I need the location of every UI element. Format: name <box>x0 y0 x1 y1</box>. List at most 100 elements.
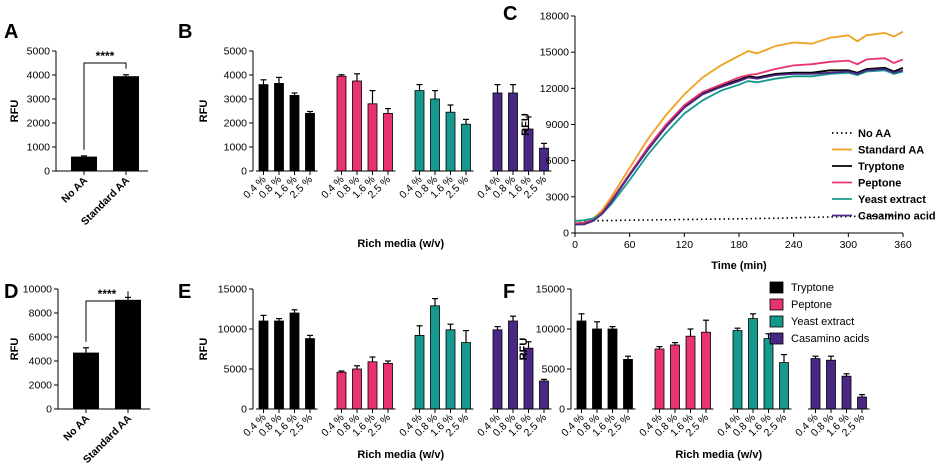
bar-b-peptone <box>367 103 378 172</box>
y-axis-label-c: RFU <box>520 113 532 136</box>
legend-label-yeast-extract: Yeast extract <box>791 316 854 328</box>
bar-b-yeast-extract <box>461 123 471 172</box>
x-tick-label-c: 360 <box>894 239 912 251</box>
legend-label-tryptone: Tryptone <box>858 161 904 173</box>
x-tick-label-c: 0 <box>572 239 578 251</box>
bar-b-casamino-acids <box>492 92 503 172</box>
bar-f-casamino-acids <box>857 396 867 410</box>
panel-letter-a: A <box>4 21 18 43</box>
y-tick-label-c: 18000 <box>540 11 569 23</box>
y-tick-label-c: 3000 <box>546 191 570 203</box>
bar-f-casamino-acids <box>841 375 852 410</box>
panel-letter-f: F <box>503 281 515 303</box>
panel-letter-b: B <box>178 21 192 43</box>
panel-letter-c: C <box>503 3 517 25</box>
legend-swatch-peptone <box>769 298 784 311</box>
legend-label-no-aa: No AA <box>858 128 891 140</box>
bar-b-peptone <box>383 113 393 172</box>
legend-swatch-tryptone <box>769 281 784 294</box>
bar-e-casamino-acids <box>539 380 549 410</box>
series-line-no-aa <box>575 214 904 222</box>
y-tick-label-d: 0 <box>46 404 52 416</box>
y-tick-label-a: 1000 <box>27 142 51 154</box>
bar-b-tryptone <box>274 83 284 172</box>
x-tick-label-c: 60 <box>624 239 636 251</box>
bar-f-tryptone <box>592 328 602 410</box>
y-tick-label-e: 5000 <box>224 364 248 376</box>
legend-label-yeast-extract: Yeast extract <box>858 194 926 206</box>
x-tick-label-c: 120 <box>676 239 694 251</box>
bar-e-peptone <box>336 371 347 410</box>
y-tick-label-a: 3000 <box>27 94 51 106</box>
y-tick-label-e: 15000 <box>218 284 247 296</box>
bar-e-casamino-acids <box>508 320 518 410</box>
bar-b-casamino-acids <box>508 92 518 172</box>
y-tick-label-d: 6000 <box>29 332 53 344</box>
y-tick-label-c: 0 <box>563 228 569 240</box>
y-tick-label-c: 6000 <box>546 155 570 167</box>
bar-b-tryptone <box>305 113 315 172</box>
y-tick-label-f: 0 <box>559 404 565 416</box>
significance-stars-a: **** <box>96 49 115 63</box>
bar-f-yeast-extract <box>732 330 743 410</box>
bar-b-peptone <box>336 75 347 172</box>
legend-swatch-casamino-acids <box>769 332 784 345</box>
y-tick-label-a: 4000 <box>27 70 51 82</box>
y-tick-label-b: 0 <box>241 166 247 178</box>
bar-a-0 <box>71 156 97 171</box>
significance-bracket-a <box>83 62 127 150</box>
y-tick-label-e: 10000 <box>218 324 247 336</box>
legend-label-peptone: Peptone <box>791 299 832 311</box>
bar-e-peptone <box>383 362 393 410</box>
x-tick-label-d: No AA <box>61 412 92 443</box>
y-axis-label-a: RFU <box>9 100 21 123</box>
bar-e-yeast-extract <box>414 334 425 410</box>
legend-label-standard-aa: Standard AA <box>858 145 924 157</box>
y-tick-label-a: 2000 <box>27 118 51 130</box>
legend-label-peptone: Peptone <box>858 178 901 190</box>
x-axis-label-e: Rich media (w/v) <box>357 449 444 461</box>
bar-f-casamino-acids <box>810 358 821 410</box>
bar-e-yeast-extract <box>461 342 471 410</box>
y-tick-label-f: 5000 <box>542 364 566 376</box>
y-axis-label-b: RFU <box>198 100 210 123</box>
significance-bracket-d <box>85 291 129 342</box>
series-line-casamino-acids <box>574 68 904 226</box>
x-axis-label-b: Rich media (w/v) <box>357 238 444 250</box>
bar-f-yeast-extract <box>748 318 758 410</box>
bar-b-peptone <box>352 80 362 172</box>
bar-f-peptone <box>654 348 665 410</box>
bar-e-tryptone <box>305 338 315 410</box>
bar-b-tryptone <box>289 95 300 172</box>
y-axis-label-f: RFU <box>518 338 530 361</box>
y-tick-label-a: 0 <box>44 166 50 178</box>
y-tick-label-e: 0 <box>241 404 247 416</box>
y-tick-label-d: 2000 <box>29 380 53 392</box>
bar-d-1 <box>115 299 141 409</box>
x-tick-label-a: No AA <box>59 174 90 205</box>
y-tick-label-b: 3000 <box>224 94 248 106</box>
series-line-yeast-extract <box>574 69 904 222</box>
x-tick-label-c: 300 <box>840 239 858 251</box>
bar-e-yeast-extract <box>445 329 456 410</box>
bar-e-tryptone <box>289 312 300 410</box>
x-tick-label-c: 180 <box>730 239 748 251</box>
legend-swatch-yeast-extract <box>769 315 784 328</box>
bar-b-tryptone <box>258 84 269 172</box>
bar-b-yeast-extract <box>430 98 440 172</box>
panel-c-chart: 0 3000 6000 9000 12000 15000 18000 0 60 120 180 240… <box>520 11 936 273</box>
bar-e-peptone <box>367 361 378 410</box>
y-tick-label-d: 10000 <box>23 284 52 296</box>
y-tick-label-d: 8000 <box>29 308 53 320</box>
bar-f-yeast-extract <box>763 338 774 410</box>
bar-e-tryptone <box>274 320 284 410</box>
legend-label-casamino-acids: Casamino acids <box>791 333 870 345</box>
y-axis-label-e: RFU <box>198 338 210 361</box>
panel-letter-e: E <box>178 281 191 303</box>
y-tick-label-a: 5000 <box>27 46 51 58</box>
